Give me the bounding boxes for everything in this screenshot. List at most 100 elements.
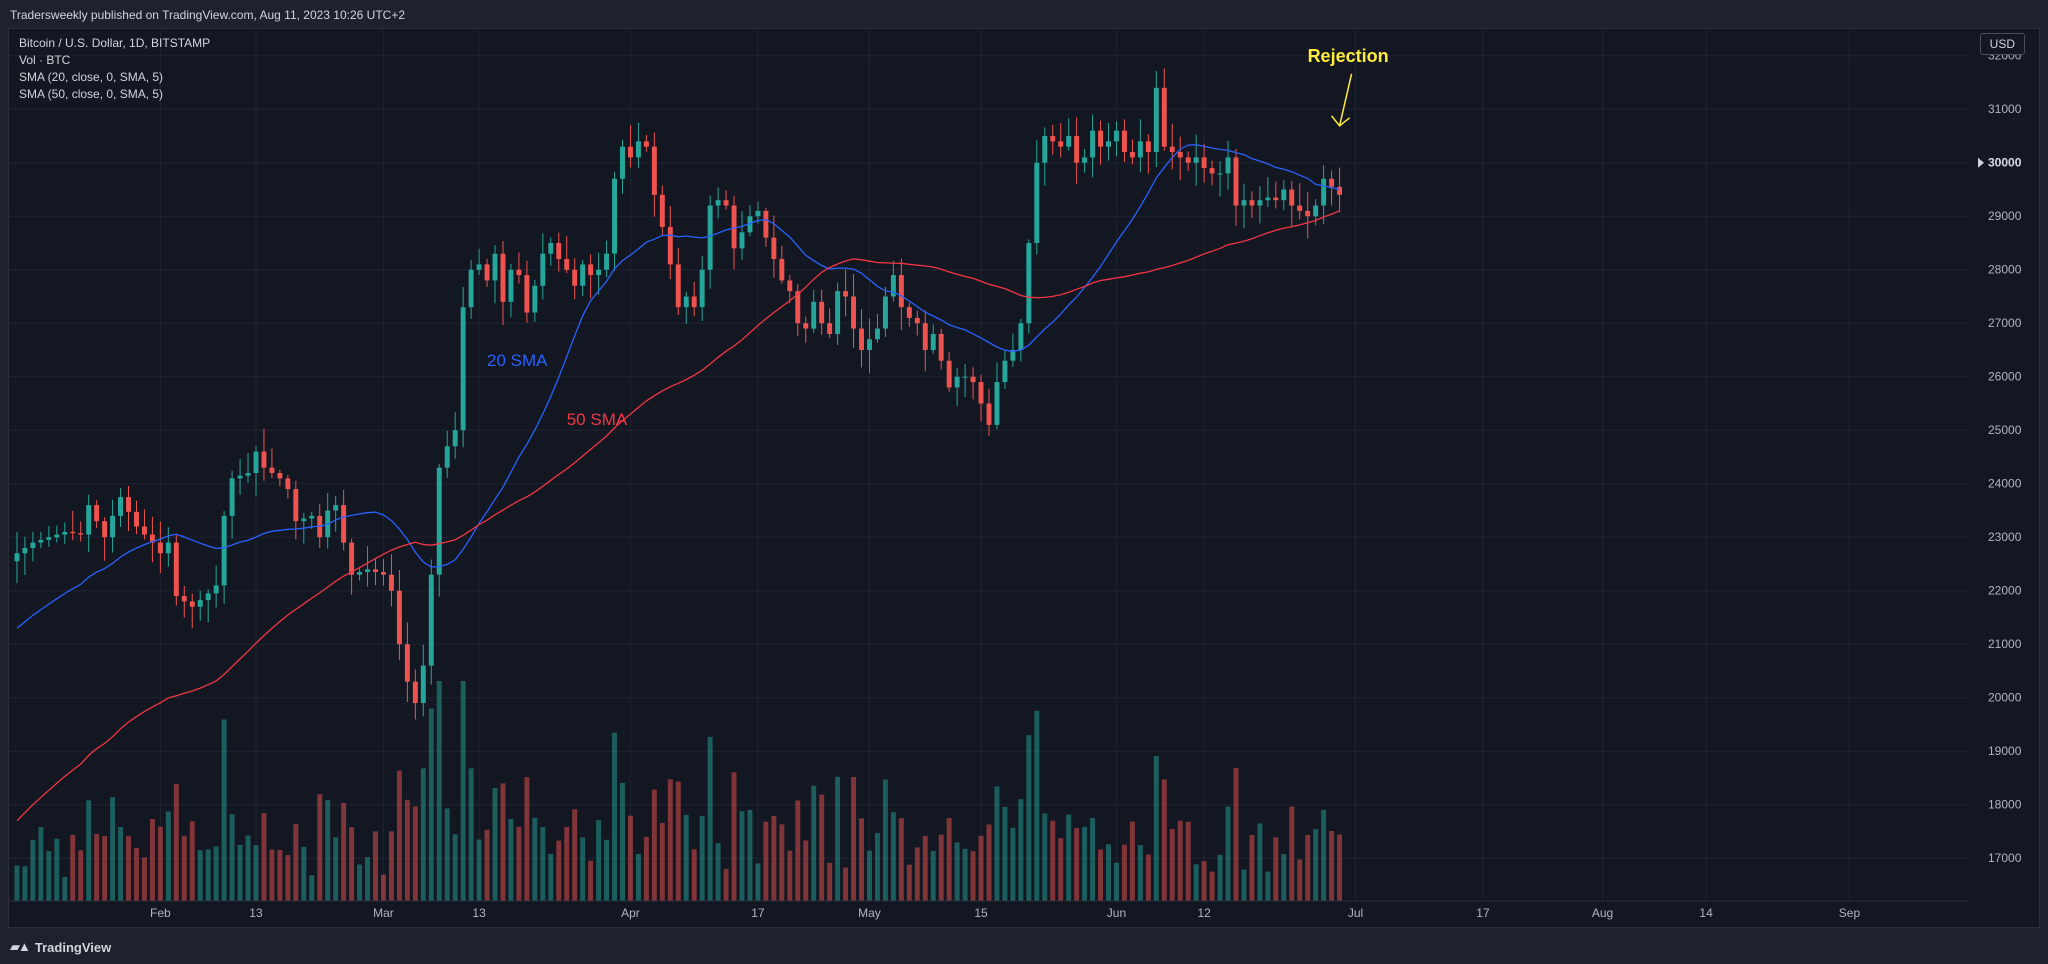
y-tick-label: 18000 [1988, 798, 2022, 812]
volume-bar [245, 835, 251, 901]
volume-bar [1145, 854, 1151, 901]
volume-bar [1137, 845, 1143, 901]
candle-body [1010, 349, 1016, 361]
volume-bar [1082, 826, 1088, 901]
volume-bar [357, 864, 363, 901]
candle-body [970, 376, 976, 383]
last-price-label: 30000 [1988, 156, 2022, 170]
candle-body [946, 360, 952, 388]
candle-body [205, 593, 211, 601]
last-price-marker [1978, 157, 1984, 168]
volume-bar [620, 782, 625, 901]
volume-bar [277, 849, 283, 901]
candle-body [229, 478, 235, 516]
volume-bar [588, 860, 594, 901]
candle-body [1145, 141, 1151, 153]
symbol-title[interactable]: Bitcoin / U.S. Dollar, 1D, BITSTAMP [19, 36, 211, 50]
candle-body [1257, 200, 1263, 206]
footer: ▰▲ TradingView [0, 928, 2048, 964]
candle-body [651, 146, 657, 195]
volume-legend[interactable]: Vol · BTC [19, 53, 71, 67]
candle-body [867, 339, 872, 350]
candle-body [189, 601, 195, 607]
candle-body [388, 574, 394, 591]
candle-body [532, 285, 538, 313]
x-tick-label: Sep [1839, 906, 1861, 920]
candle-body [349, 542, 355, 575]
candle-body [1273, 197, 1279, 201]
candle-body [500, 253, 506, 302]
candle-body [572, 269, 578, 286]
chart-pane[interactable]: 20 SMA 50 SMA Rejection 17000 18000 19000 2000… [8, 28, 2040, 928]
volume-bar [118, 826, 124, 901]
volume-bar [635, 854, 641, 901]
candle-body [779, 259, 785, 281]
candle-body [580, 264, 586, 286]
sma50-legend[interactable]: SMA (50, close, 0, SMA, 5) [19, 87, 164, 101]
candle-body [46, 537, 52, 540]
volume-bar [922, 835, 928, 901]
volume-bar [643, 836, 649, 901]
candle-body [404, 644, 410, 682]
volume-bar [205, 849, 211, 901]
candle-body [1121, 130, 1127, 153]
y-tick-label: 21000 [1988, 637, 2022, 651]
volume-bar [1249, 835, 1255, 901]
candle-body [62, 531, 68, 535]
candle-body [1193, 157, 1199, 163]
candle-body [516, 269, 522, 276]
volume-bar [811, 785, 817, 901]
axes: 17000 18000 19000 20000 21000 22000 23000 24000… [9, 49, 2022, 920]
candle-body [691, 296, 697, 308]
volume-bar [78, 850, 84, 901]
volume-bar [564, 826, 570, 901]
volume-bar [1273, 837, 1279, 901]
volume-bar [1114, 862, 1119, 901]
volume-bar [412, 806, 418, 901]
price-chart[interactable]: 20 SMA 50 SMA Rejection 17000 18000 19000 2000… [9, 29, 2039, 927]
candle-body [134, 511, 139, 527]
candle-body [341, 505, 347, 543]
volume-bar [173, 783, 179, 901]
currency-button[interactable]: USD [1979, 33, 2025, 55]
volume-bar [1010, 827, 1016, 901]
volume-bar [882, 779, 888, 901]
candle-body [1042, 135, 1048, 163]
volume-bar [787, 850, 793, 901]
candle-body [667, 226, 673, 265]
candle-body [986, 403, 992, 425]
tradingview-brand[interactable]: ▰▲ TradingView [10, 939, 111, 955]
volume-bar [396, 770, 402, 901]
volume-bar [157, 826, 163, 901]
candle-body [1074, 135, 1080, 163]
sma20-legend[interactable]: SMA (20, close, 0, SMA, 5) [19, 70, 164, 84]
candle-body [365, 569, 371, 572]
volume-bar [468, 768, 474, 901]
candle-body [110, 515, 116, 538]
volume-bar [755, 863, 761, 901]
volume-bar [1169, 828, 1175, 901]
volume-bar [373, 831, 378, 901]
candle-body [922, 323, 928, 350]
candle-body [468, 269, 474, 308]
volume-bar [221, 719, 227, 901]
rejection-arrow [1330, 73, 1353, 127]
candle-body [803, 323, 809, 329]
volume-bar [1281, 854, 1287, 901]
candle-body [126, 497, 131, 512]
candle-body [1241, 200, 1247, 206]
candle-body [675, 264, 681, 308]
volume-bar [436, 681, 442, 901]
volume-bar [126, 836, 131, 901]
x-tick-label: 17 [1476, 906, 1490, 920]
candle-body [14, 553, 20, 562]
x-tick-label: Aug [1592, 906, 1613, 920]
volume-bar [604, 839, 610, 901]
x-tick-label: 13 [472, 906, 486, 920]
volume-bar [1050, 820, 1056, 901]
volume-bar [325, 800, 331, 901]
candle-body [1082, 157, 1088, 163]
volume-bar [1217, 854, 1223, 901]
volume-bar [723, 868, 729, 901]
volume-bar [747, 809, 753, 901]
